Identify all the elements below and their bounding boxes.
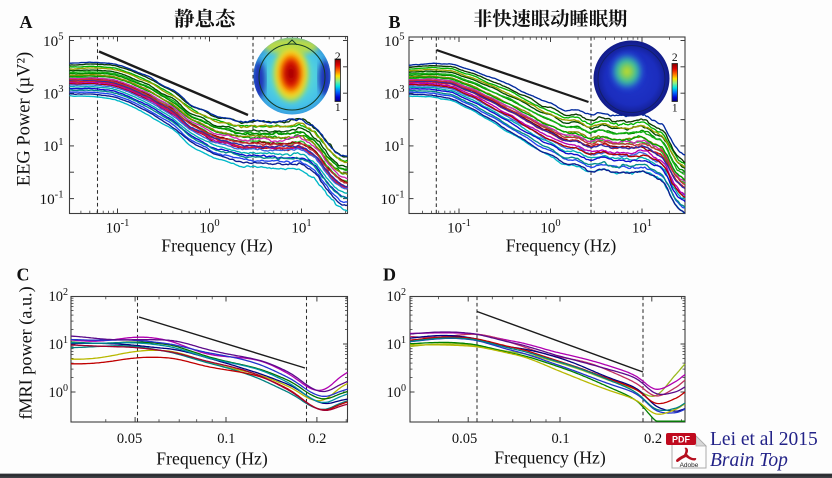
svg-text:D: D bbox=[383, 265, 396, 285]
svg-text:1: 1 bbox=[672, 103, 678, 115]
svg-text:EEG Power (µV²): EEG Power (µV²) bbox=[15, 52, 35, 186]
svg-text:C: C bbox=[17, 265, 30, 285]
svg-text:Brain Top: Brain Top bbox=[710, 450, 788, 471]
svg-text:Frequency (Hz): Frequency (Hz) bbox=[161, 236, 273, 256]
svg-text:0.1: 0.1 bbox=[217, 431, 235, 447]
svg-text:Adobe: Adobe bbox=[680, 462, 699, 469]
svg-text:0.2: 0.2 bbox=[308, 431, 326, 447]
svg-text:2: 2 bbox=[335, 51, 341, 63]
svg-text:Lei et al 2015: Lei et al 2015 bbox=[710, 429, 818, 450]
svg-text:0.05: 0.05 bbox=[117, 431, 142, 447]
svg-text:A: A bbox=[20, 12, 33, 32]
svg-text:0.2: 0.2 bbox=[644, 431, 662, 447]
svg-text:Frequency (Hz): Frequency (Hz) bbox=[506, 236, 617, 256]
svg-text:PDF: PDF bbox=[672, 435, 691, 445]
svg-text:B: B bbox=[389, 12, 401, 32]
svg-text:1: 1 bbox=[335, 102, 341, 114]
svg-text:0.05: 0.05 bbox=[452, 431, 477, 447]
svg-text:Frequency (Hz): Frequency (Hz) bbox=[156, 449, 268, 469]
svg-text:fMRI power (a.u.): fMRI power (a.u.) bbox=[16, 286, 37, 419]
svg-text:0.1: 0.1 bbox=[551, 431, 569, 447]
svg-text:2: 2 bbox=[672, 52, 678, 64]
svg-text:Frequency (Hz): Frequency (Hz) bbox=[494, 448, 606, 468]
